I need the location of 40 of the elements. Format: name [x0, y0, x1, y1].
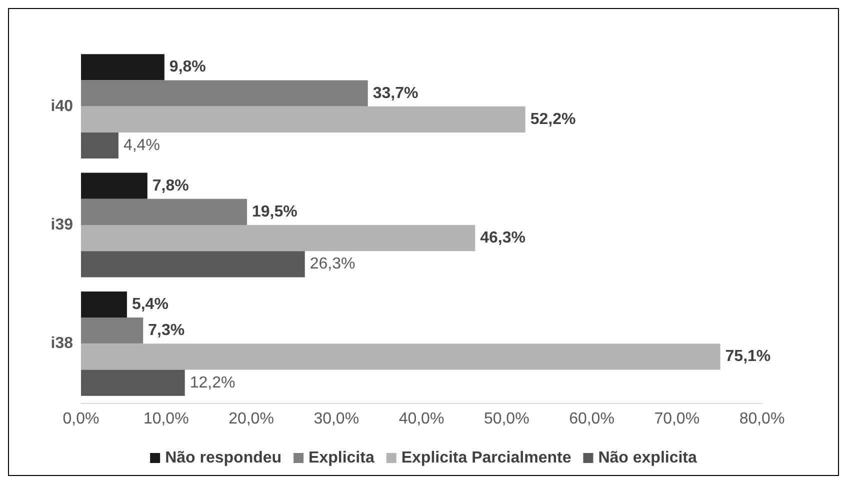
x-tick-label: 20,0% [228, 410, 274, 428]
y-tick-label: i40 [50, 98, 74, 115]
x-tick-label: 30,0% [314, 410, 360, 428]
x-tick-label: 10,0% [143, 410, 189, 428]
bar [81, 251, 305, 278]
data-label: 33,7% [372, 84, 418, 102]
x-tick-label: 0,0% [62, 410, 100, 428]
bar [81, 106, 526, 132]
data-label: 9,8% [169, 58, 206, 76]
bar [81, 225, 476, 252]
y-tick-label: i38 [50, 335, 74, 352]
bar [81, 291, 127, 318]
x-tick-label: 60,0% [569, 410, 614, 428]
bar [81, 132, 118, 159]
data-label: 12,2% [190, 374, 236, 392]
data-label: 5,4% [132, 296, 168, 314]
data-label: 75,1% [725, 348, 771, 366]
data-label: 7,8% [152, 177, 189, 194]
legend-label: Explicita [308, 450, 374, 466]
legend-label: Não respondeu [165, 450, 282, 466]
bar [81, 198, 247, 225]
data-label: 52,2% [530, 110, 576, 128]
x-tick-label: 40,0% [398, 410, 444, 428]
bar [81, 54, 164, 80]
bar [81, 80, 368, 106]
data-label: 19,5% [252, 203, 298, 220]
bar [81, 318, 144, 344]
data-label: 26,3% [310, 256, 356, 273]
x-tick-label: 80,0% [739, 410, 785, 428]
data-label: 4,4% [123, 136, 160, 154]
data-label: 46,3% [480, 230, 526, 247]
legend-label: Explicita Parcialmente [401, 450, 572, 466]
bar [81, 370, 185, 396]
x-tick-label: 50,0% [484, 410, 530, 428]
data-label: 7,3% [148, 322, 185, 340]
bar [81, 172, 148, 199]
x-tick-label: 70,0% [654, 410, 700, 428]
legend-label: Não explicita [598, 450, 698, 466]
y-tick-label: i39 [50, 216, 74, 234]
bar [81, 344, 720, 370]
